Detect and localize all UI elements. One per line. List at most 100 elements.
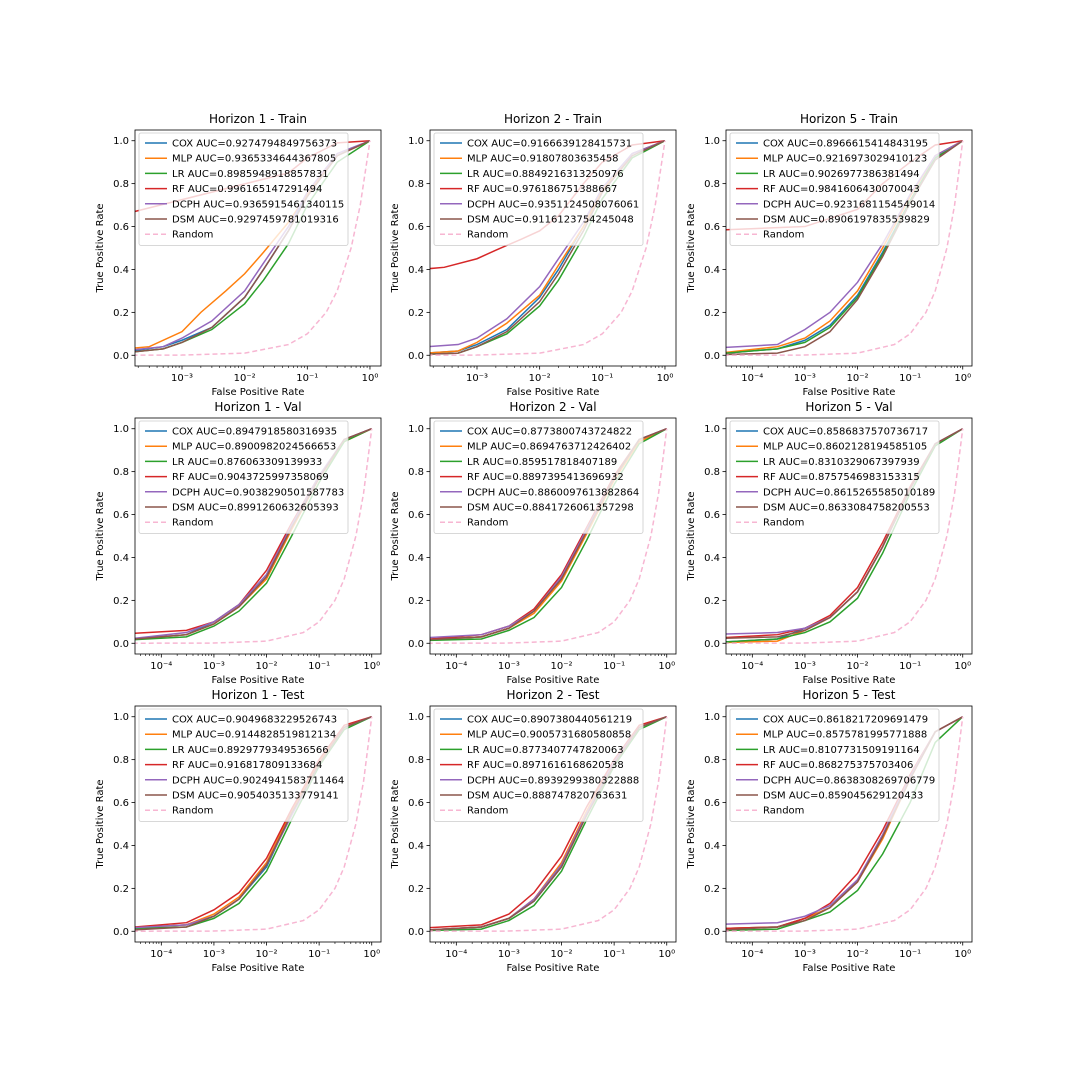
y-tick-label: 0.6 — [408, 798, 424, 809]
legend-label: MLP AUC=0.8602128194585105 — [763, 442, 927, 453]
legend-label: COX AUC=0.8586837570736717 — [763, 427, 928, 438]
legend-label: RF AUC=0.868275375703406 — [763, 760, 913, 771]
axes-frame — [725, 417, 973, 655]
legend-label: Random — [172, 230, 213, 241]
y-tick-label: 0.2 — [704, 596, 720, 607]
legend-label: RF AUC=0.9841606430070043 — [763, 184, 920, 195]
y-tick-label: 0.0 — [408, 351, 424, 362]
y-tick-label: 0.2 — [113, 596, 129, 607]
legend-label: DSM AUC=0.8991260632605393 — [172, 503, 339, 514]
chart-title: Horizon 5 - Test — [803, 688, 896, 702]
y-tick-label: 0.6 — [704, 798, 720, 809]
x-axis-label: False Positive Rate — [212, 387, 305, 398]
legend-label: MLP AUC=0.9005731680580858 — [467, 730, 631, 741]
y-tick-label: 1.0 — [408, 424, 424, 435]
x-axis-label: False Positive Rate — [212, 963, 305, 974]
y-axis-label: True Positive Rate — [390, 779, 401, 869]
y-axis-label: True Positive Rate — [390, 491, 401, 581]
legend-label: DCPH AUC=0.9231681154549014 — [763, 199, 935, 210]
x-tick-label: 10⁻³ — [498, 661, 520, 672]
y-tick-label: 0.0 — [408, 639, 424, 650]
legend-label: Random — [467, 230, 508, 241]
x-axis-label: False Positive Rate — [803, 387, 896, 398]
series-line — [726, 716, 964, 932]
roc-panel: 0.0 0.2 0.4 0.6 0.8 1.0 10⁻⁴ 10⁻³ 10⁻² 10⁻¹ 10⁰ Hor… — [686, 400, 973, 686]
legend: COX AUC=0.9274794849756373 MLP AUC=0.9365… — [138, 132, 349, 246]
y-tick-label: 0.6 — [113, 222, 129, 233]
legend-label: Random — [763, 518, 804, 529]
chart-title: Horizon 2 - Test — [507, 688, 600, 702]
legend-label: LR AUC=0.859517818407189 — [467, 457, 617, 468]
y-tick-label: 0.0 — [113, 927, 129, 938]
y-tick-label: 0.0 — [704, 639, 720, 650]
y-tick-label: 0.2 — [113, 308, 129, 319]
legend: COX AUC=0.8773800743724822 MLP AUC=0.8694… — [433, 420, 644, 534]
legend-box — [433, 132, 644, 246]
y-tick-label: 1.0 — [704, 424, 720, 435]
y-tick-label: 0.0 — [704, 927, 720, 938]
series-line — [430, 140, 666, 356]
y-tick-label: 0.0 — [408, 927, 424, 938]
roc-panel: 0.0 0.2 0.4 0.6 0.8 1.0 10⁻³ 10⁻² 10⁻¹ 10⁰ Horizon… — [95, 112, 382, 398]
roc-panel: 0.0 0.2 0.4 0.6 0.8 1.0 10⁻⁴ 10⁻³ 10⁻² 10⁻¹ 10⁰ Hor… — [390, 688, 677, 974]
legend-label: DCPH AUC=0.8860097613882864 — [467, 487, 639, 498]
legend-label: DSM AUC=0.8841726061357298 — [467, 503, 634, 514]
legend-label: LR AUC=0.8929779349536566 — [172, 745, 329, 756]
legend-label: MLP AUC=0.9365334644367805 — [172, 154, 336, 165]
y-tick-label: 0.4 — [408, 553, 424, 564]
series-line — [135, 428, 373, 644]
axes-frame — [429, 705, 677, 943]
legend-label: COX AUC=0.9049683229526743 — [172, 715, 337, 726]
legend-label: DSM AUC=0.9054035133779141 — [172, 791, 339, 802]
x-tick-label: 10⁻¹ — [603, 661, 625, 672]
legend-label: DSM AUC=0.859045629120433 — [763, 791, 923, 802]
y-tick-label: 0.6 — [113, 798, 129, 809]
legend: COX AUC=0.8586837570736717 MLP AUC=0.8602… — [729, 420, 940, 534]
legend-box — [729, 132, 940, 246]
legend-label: Random — [172, 518, 213, 529]
x-tick-label: 10⁰ — [658, 949, 675, 960]
axes-frame — [134, 705, 382, 943]
legend-label: LR AUC=0.9026977386381494 — [763, 169, 920, 180]
y-tick-label: 0.8 — [113, 755, 129, 766]
legend-label: COX AUC=0.8947918580316935 — [172, 427, 337, 438]
y-axis-label: True Positive Rate — [95, 779, 106, 869]
y-tick-label: 0.0 — [704, 351, 720, 362]
legend-label: MLP AUC=0.91807803635458 — [467, 154, 619, 165]
x-tick-label: 10⁻² — [847, 373, 869, 384]
y-tick-label: 0.4 — [704, 841, 720, 852]
y-tick-label: 0.8 — [704, 179, 720, 190]
x-tick-label: 10⁻³ — [466, 373, 488, 384]
legend-label: DSM AUC=0.8633084758200553 — [763, 503, 930, 514]
x-tick-label: 10⁻⁴ — [741, 949, 763, 960]
x-tick-label: 10⁻² — [256, 661, 278, 672]
y-tick-label: 1.0 — [408, 712, 424, 723]
x-tick-label: 10⁻⁴ — [445, 949, 467, 960]
y-tick-label: 1.0 — [704, 136, 720, 147]
legend-label: LR AUC=0.8310329067397939 — [763, 457, 920, 468]
legend-label: RF AUC=0.8897395413696932 — [467, 472, 624, 483]
legend-label: MLP AUC=0.9144828519812134 — [172, 730, 336, 741]
y-tick-label: 0.2 — [408, 308, 424, 319]
x-tick-label: 10⁻² — [256, 949, 278, 960]
chart-title: Horizon 5 - Val — [805, 400, 892, 414]
legend-label: DCPH AUC=0.9038290501587783 — [172, 487, 344, 498]
x-tick-label: 10⁰ — [658, 661, 675, 672]
y-tick-label: 0.6 — [704, 510, 720, 521]
axes-frame — [134, 129, 382, 367]
y-tick-label: 1.0 — [113, 424, 129, 435]
x-tick-label: 10⁻³ — [203, 661, 225, 672]
legend-box — [138, 420, 349, 534]
y-tick-label: 0.8 — [113, 179, 129, 190]
y-tick-label: 0.6 — [113, 510, 129, 521]
legend-label: DCPH AUC=0.9024941583711464 — [172, 775, 344, 786]
legend-box — [138, 132, 349, 246]
x-tick-label: 10⁰ — [363, 661, 380, 672]
x-axis-label: False Positive Rate — [507, 675, 600, 686]
y-tick-label: 0.4 — [704, 265, 720, 276]
x-tick-label: 10⁰ — [362, 373, 379, 384]
roc-panel: 0.0 0.2 0.4 0.6 0.8 1.0 10⁻⁴ 10⁻³ 10⁻² 10⁻¹ 10⁰ Hor… — [95, 400, 382, 686]
x-tick-label: 10⁻³ — [203, 949, 225, 960]
x-tick-label: 10⁻¹ — [308, 949, 330, 960]
